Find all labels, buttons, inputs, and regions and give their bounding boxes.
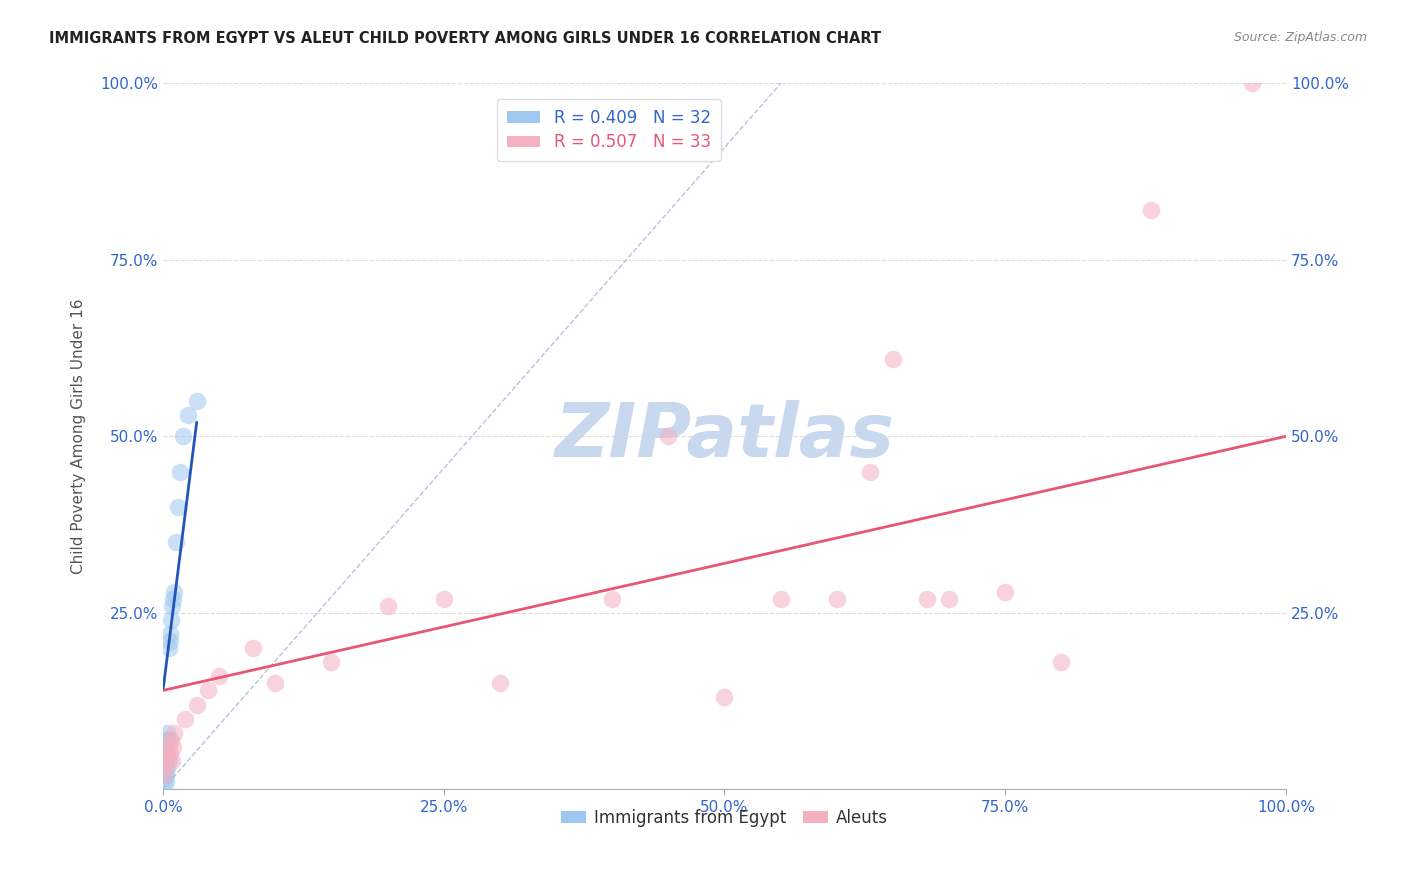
Point <box>1241 77 1264 91</box>
Point <box>156 747 179 761</box>
Point <box>160 732 183 747</box>
Point <box>155 768 177 782</box>
Point <box>825 591 848 606</box>
Point <box>153 768 176 782</box>
Point <box>155 775 177 789</box>
Point <box>994 584 1017 599</box>
Point <box>242 641 264 656</box>
Point <box>153 754 176 768</box>
Y-axis label: Child Poverty Among Girls Under 16: Child Poverty Among Girls Under 16 <box>72 299 86 574</box>
Point <box>155 761 177 775</box>
Point <box>657 429 679 443</box>
Point <box>264 676 287 690</box>
Point <box>172 429 194 443</box>
Point <box>153 761 176 775</box>
Text: IMMIGRANTS FROM EGYPT VS ALEUT CHILD POVERTY AMONG GIRLS UNDER 16 CORRELATION CH: IMMIGRANTS FROM EGYPT VS ALEUT CHILD POV… <box>49 31 882 46</box>
Point <box>155 747 177 761</box>
Point <box>321 655 343 669</box>
Point <box>155 754 177 768</box>
Point <box>155 761 177 775</box>
Point <box>153 768 176 782</box>
Point <box>882 351 904 366</box>
Point <box>159 747 181 761</box>
Point <box>176 408 198 422</box>
Text: ZIPatlas: ZIPatlas <box>554 400 894 473</box>
Point <box>166 500 188 514</box>
Point <box>155 768 177 782</box>
Point <box>1140 203 1163 218</box>
Point <box>157 732 180 747</box>
Point <box>155 732 177 747</box>
Point <box>160 599 183 613</box>
Point <box>160 754 183 768</box>
Point <box>186 698 208 712</box>
Point <box>157 739 180 754</box>
Text: Source: ZipAtlas.com: Source: ZipAtlas.com <box>1233 31 1367 45</box>
Point <box>489 676 512 690</box>
Point <box>162 591 184 606</box>
Point <box>208 669 231 683</box>
Point <box>377 599 399 613</box>
Point <box>163 725 186 739</box>
Point <box>769 591 792 606</box>
Point <box>600 591 623 606</box>
Point <box>157 641 180 656</box>
Point <box>162 739 184 754</box>
Point <box>156 761 179 775</box>
Point <box>197 683 219 698</box>
Point <box>160 613 183 627</box>
Point <box>163 584 186 599</box>
Point <box>713 690 735 705</box>
Point <box>159 627 181 641</box>
Point <box>915 591 938 606</box>
Point <box>166 535 188 549</box>
Point <box>169 465 191 479</box>
Point <box>156 725 179 739</box>
Point <box>156 747 179 761</box>
Point <box>159 634 181 648</box>
Point <box>938 591 960 606</box>
Point <box>153 775 176 789</box>
Point <box>433 591 456 606</box>
Point <box>186 394 208 409</box>
Point <box>155 747 177 761</box>
Point <box>1050 655 1073 669</box>
Point <box>155 754 177 768</box>
Point <box>155 754 177 768</box>
Legend: Immigrants from Egypt, Aleuts: Immigrants from Egypt, Aleuts <box>554 803 896 834</box>
Point <box>157 754 180 768</box>
Point <box>156 732 179 747</box>
Point <box>859 465 882 479</box>
Point <box>174 712 197 726</box>
